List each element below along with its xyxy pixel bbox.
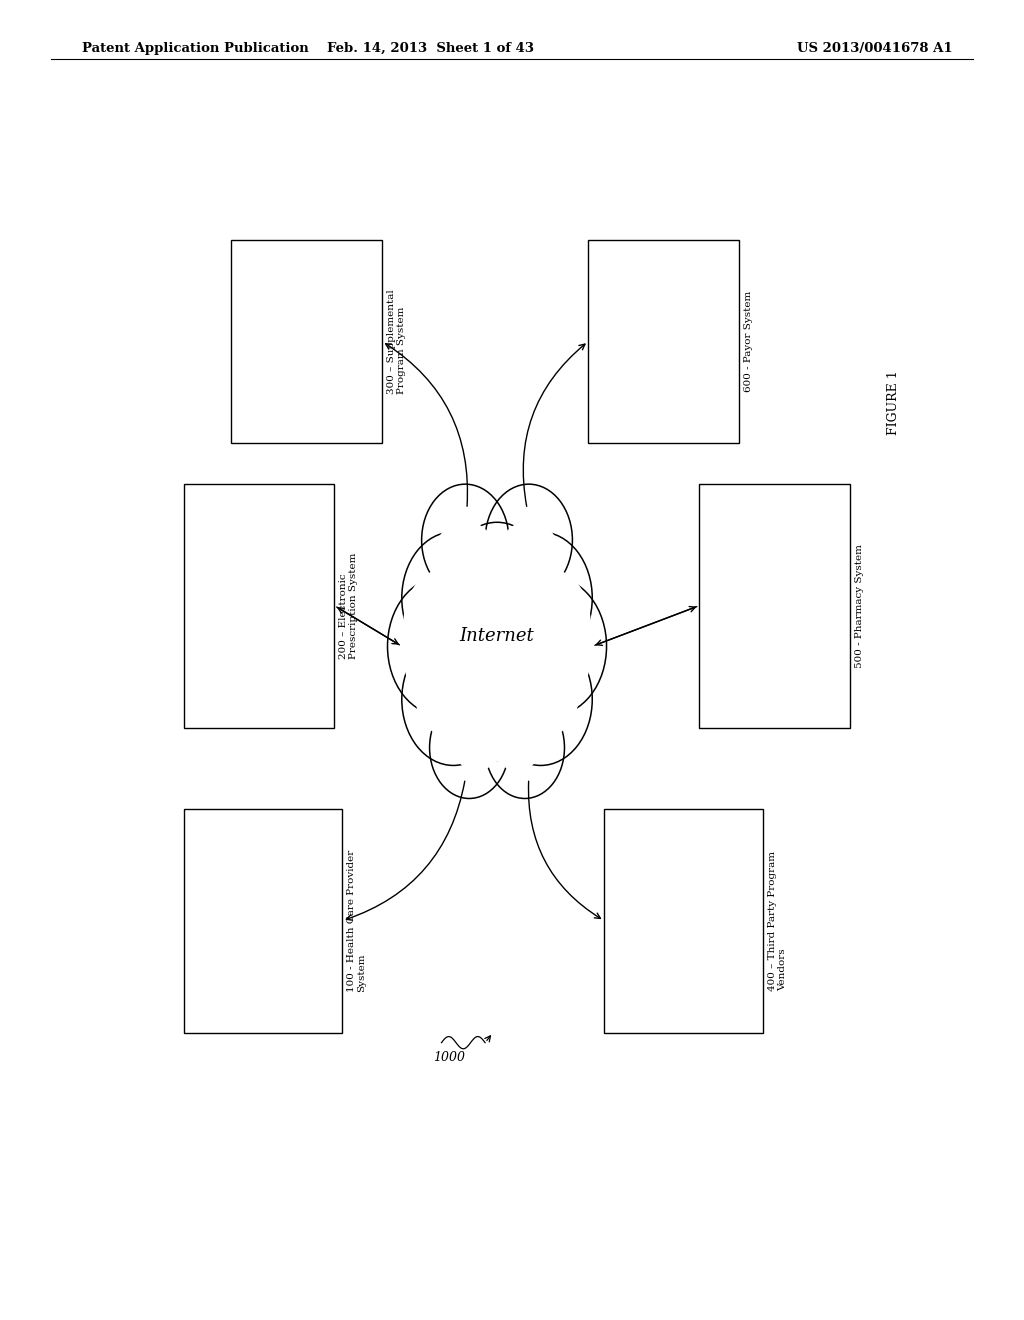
Circle shape bbox=[414, 630, 501, 741]
Text: 200 – Electronic
Prescription System: 200 – Electronic Prescription System bbox=[339, 553, 358, 659]
Text: 300 – Supplemental
Program System: 300 – Supplemental Program System bbox=[387, 289, 407, 393]
Circle shape bbox=[454, 557, 541, 668]
Bar bbox=[183, 809, 342, 1032]
Bar bbox=[183, 483, 334, 727]
Text: Patent Application Publication: Patent Application Publication bbox=[82, 42, 308, 55]
Text: Feb. 14, 2013  Sheet 1 of 43: Feb. 14, 2013 Sheet 1 of 43 bbox=[327, 42, 534, 55]
Circle shape bbox=[441, 619, 553, 760]
Circle shape bbox=[503, 601, 590, 713]
Text: FIGURE 1: FIGURE 1 bbox=[888, 370, 900, 434]
Circle shape bbox=[426, 554, 568, 738]
Bar bbox=[231, 240, 382, 444]
Circle shape bbox=[499, 577, 606, 715]
Text: Internet: Internet bbox=[460, 627, 535, 645]
Circle shape bbox=[422, 484, 509, 595]
Circle shape bbox=[387, 577, 496, 715]
Circle shape bbox=[493, 630, 581, 741]
Circle shape bbox=[401, 634, 505, 766]
Bar bbox=[604, 809, 763, 1032]
Circle shape bbox=[485, 697, 564, 799]
Bar bbox=[588, 240, 739, 444]
Circle shape bbox=[489, 634, 592, 766]
Circle shape bbox=[404, 601, 492, 713]
Circle shape bbox=[401, 532, 505, 664]
Text: 1000: 1000 bbox=[433, 1052, 466, 1064]
Circle shape bbox=[486, 693, 547, 770]
Text: 500 - Pharmacy System: 500 - Pharmacy System bbox=[855, 544, 864, 668]
Circle shape bbox=[447, 693, 507, 770]
Circle shape bbox=[496, 521, 562, 607]
Circle shape bbox=[435, 557, 559, 715]
Circle shape bbox=[430, 697, 509, 799]
Circle shape bbox=[485, 484, 572, 595]
Text: 100 - Health Care Provider
System: 100 - Health Care Provider System bbox=[347, 850, 367, 991]
Circle shape bbox=[489, 532, 592, 664]
Text: 400 – Third Party Program
Vendors: 400 – Third Party Program Vendors bbox=[768, 850, 787, 991]
Circle shape bbox=[451, 622, 543, 739]
Circle shape bbox=[445, 523, 549, 655]
Text: 600 - Payor System: 600 - Payor System bbox=[743, 290, 753, 392]
Circle shape bbox=[432, 521, 499, 607]
Circle shape bbox=[404, 569, 486, 675]
Circle shape bbox=[507, 569, 590, 675]
Text: US 2013/0041678 A1: US 2013/0041678 A1 bbox=[797, 42, 952, 55]
Bar bbox=[699, 483, 850, 727]
